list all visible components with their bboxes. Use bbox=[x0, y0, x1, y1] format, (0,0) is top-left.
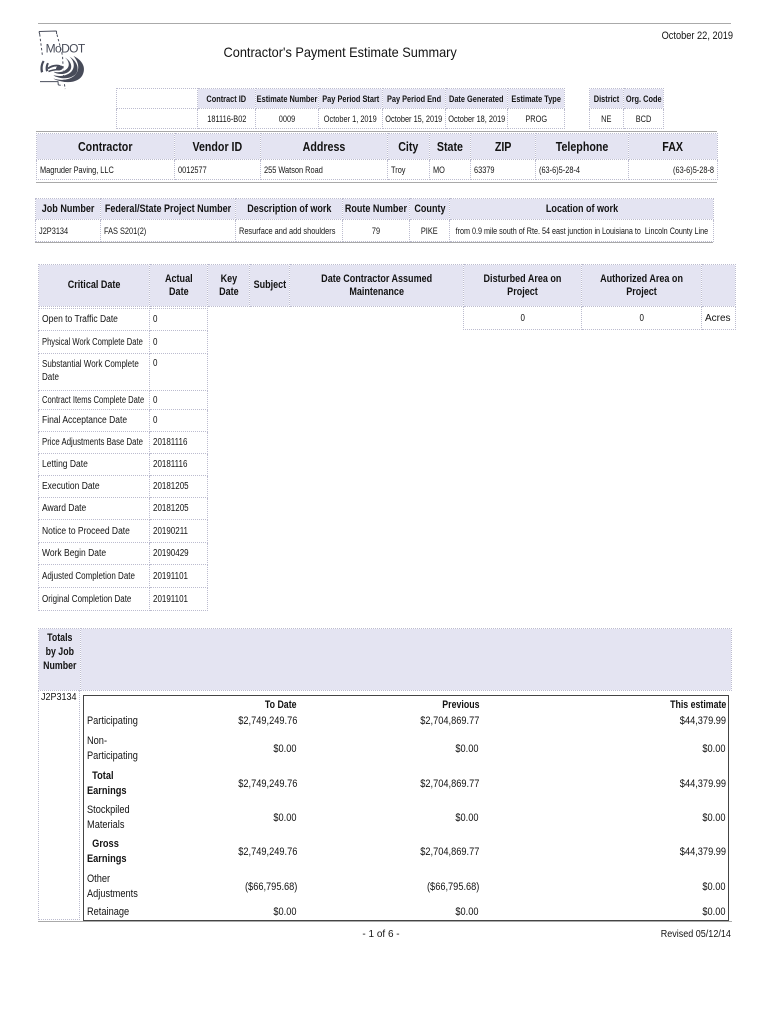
svg-text:MoDOT: MoDOT bbox=[46, 42, 86, 56]
